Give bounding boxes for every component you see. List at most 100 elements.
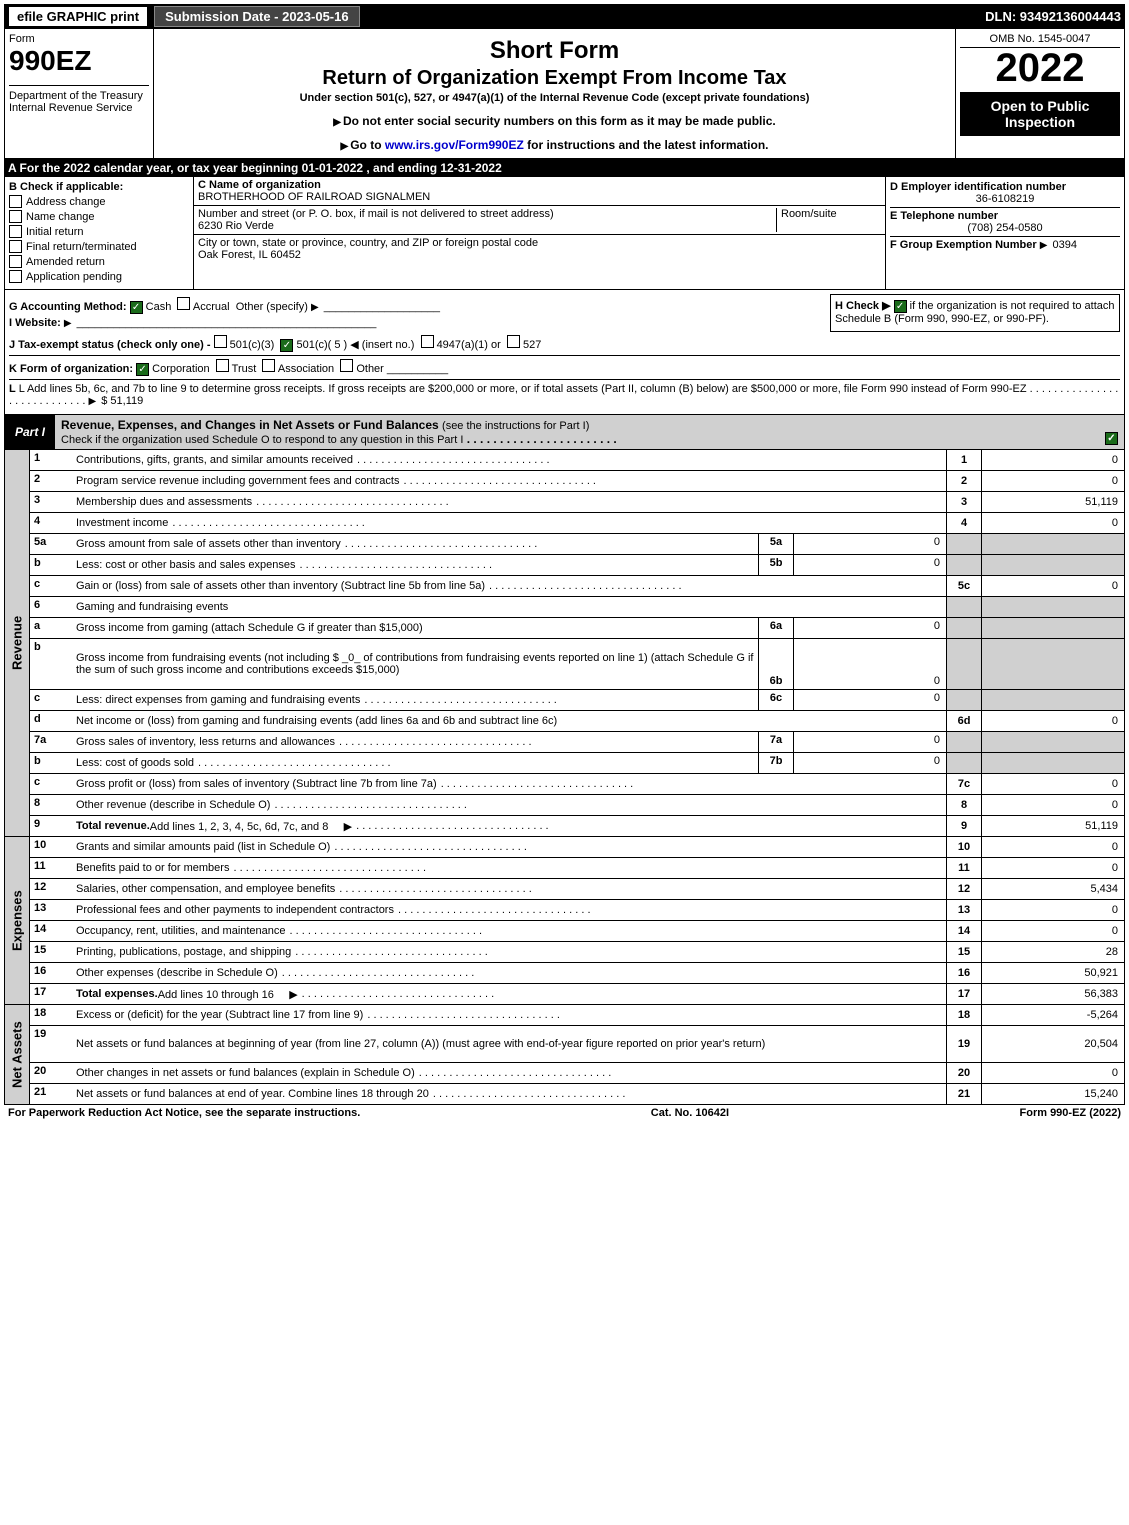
side-expenses: Expenses	[5, 837, 30, 1004]
cb-address-change[interactable]: Address change	[9, 195, 189, 208]
tel-label: E Telephone number	[890, 207, 1120, 222]
org-city-row: City or town, state or province, country…	[194, 235, 885, 263]
tel-value: (708) 254-0580	[890, 222, 1120, 234]
line-20: Other changes in net assets or fund bala…	[72, 1063, 946, 1083]
grp-value: 0394	[1053, 239, 1077, 251]
line-15: Printing, publications, postage, and shi…	[72, 942, 946, 962]
line-6c: Less: direct expenses from gaming and fu…	[72, 690, 758, 710]
line-9: Total revenue. Add lines 1, 2, 3, 4, 5c,…	[72, 816, 946, 836]
line-16: Other expenses (describe in Schedule O)	[72, 963, 946, 983]
row-l: L L Add lines 5b, 6c, and 7b to line 9 t…	[9, 379, 1120, 407]
org-name: BROTHERHOOD OF RAILROAD SIGNALMEN	[198, 191, 430, 203]
line-1: Contributions, gifts, grants, and simila…	[72, 450, 946, 470]
line-17: Total expenses. Add lines 10 through 16 …	[72, 984, 946, 1004]
cb-cash[interactable]	[130, 301, 143, 314]
cb-accrual[interactable]	[177, 297, 190, 310]
cb-schedule-b[interactable]	[894, 300, 907, 313]
line-7c: Gross profit or (loss) from sales of inv…	[72, 774, 946, 794]
part1-title: Revenue, Expenses, and Changes in Net As…	[55, 415, 1124, 449]
form-header: Form 990EZ Department of the TreasuryInt…	[4, 29, 1125, 159]
col-c: C Name of organization BROTHERHOOD OF RA…	[194, 177, 886, 289]
header-right: OMB No. 1545-0047 2022 Open to Public In…	[955, 29, 1124, 158]
cb-4947[interactable]	[421, 335, 434, 348]
line-14: Occupancy, rent, utilities, and maintena…	[72, 921, 946, 941]
line-7a: Gross sales of inventory, less returns a…	[72, 732, 758, 752]
line-6b: Gross income from fundraising events (no…	[72, 639, 758, 689]
cb-other[interactable]	[340, 359, 353, 372]
check-b-label: B Check if applicable:	[9, 181, 189, 193]
line-18: Excess or (deficit) for the year (Subtra…	[72, 1005, 946, 1025]
cb-association[interactable]	[262, 359, 275, 372]
submission-date: Submission Date - 2023-05-16	[154, 6, 360, 27]
org-city: Oak Forest, IL 60452	[198, 249, 301, 261]
cb-501c[interactable]	[280, 339, 293, 352]
cb-part1-schedule-o[interactable]	[1105, 432, 1118, 445]
col-d: D Employer identification number 36-6108…	[886, 177, 1124, 289]
dln: DLN: 93492136004443	[985, 9, 1121, 24]
line-8: Other revenue (describe in Schedule O)	[72, 795, 946, 815]
line-13: Professional fees and other payments to …	[72, 900, 946, 920]
row-g: G Accounting Method: Cash Accrual Other …	[9, 297, 830, 314]
dept-label: Department of the TreasuryInternal Reven…	[9, 85, 149, 114]
line-6d: Net income or (loss) from gaming and fun…	[72, 711, 946, 731]
cb-name-change[interactable]: Name change	[9, 210, 189, 223]
org-address: 6230 Rio Verde	[198, 220, 274, 232]
line-5b: Less: cost or other basis and sales expe…	[72, 555, 758, 575]
line-12: Salaries, other compensation, and employ…	[72, 879, 946, 899]
ein-value: 36-6108219	[890, 193, 1120, 205]
line-10: Grants and similar amounts paid (list in…	[72, 837, 946, 857]
line-6a: Gross income from gaming (attach Schedul…	[72, 618, 758, 638]
header-center: Short Form Return of Organization Exempt…	[154, 29, 955, 158]
line-11: Benefits paid to or for members	[72, 858, 946, 878]
header-note2: Go to www.irs.gov/Form990EZ for instruct…	[160, 138, 949, 152]
netassets-table: Net Assets 18Excess or (deficit) for the…	[4, 1005, 1125, 1105]
row-j: J Tax-exempt status (check only one) - 5…	[9, 335, 1120, 352]
expenses-table: Expenses 10Grants and similar amounts pa…	[4, 837, 1125, 1005]
cb-application-pending[interactable]: Application pending	[9, 270, 189, 283]
footer-left: For Paperwork Reduction Act Notice, see …	[8, 1107, 360, 1119]
col-b: B Check if applicable: Address change Na…	[5, 177, 194, 289]
line-2: Program service revenue including govern…	[72, 471, 946, 491]
line-6: Gaming and fundraising events	[72, 597, 946, 617]
grp-row: F Group Exemption Number 0394	[890, 236, 1120, 251]
line-4: Investment income	[72, 513, 946, 533]
line-19: Net assets or fund balances at beginning…	[72, 1026, 946, 1062]
line-5c: Gain or (loss) from sale of assets other…	[72, 576, 946, 596]
cb-trust[interactable]	[216, 359, 229, 372]
cb-corporation[interactable]	[136, 363, 149, 376]
form-number: 990EZ	[9, 45, 149, 77]
title-return: Return of Organization Exempt From Incom…	[160, 67, 949, 90]
title-short-form: Short Form	[160, 37, 949, 65]
form-label: Form	[9, 33, 149, 45]
irs-link[interactable]: www.irs.gov/Form990EZ	[385, 138, 524, 152]
room-suite: Room/suite	[776, 208, 881, 232]
org-name-row: C Name of organization BROTHERHOOD OF RA…	[194, 177, 885, 206]
side-netassets: Net Assets	[5, 1005, 30, 1104]
part1-label: Part I	[5, 422, 55, 442]
row-i: I Website: _____________________________…	[9, 317, 830, 329]
top-bar: efile GRAPHIC print Submission Date - 20…	[4, 4, 1125, 29]
row-k: K Form of organization: Corporation Trus…	[9, 355, 1120, 376]
footer: For Paperwork Reduction Act Notice, see …	[4, 1105, 1125, 1121]
footer-right: Form 990-EZ (2022)	[1020, 1107, 1122, 1119]
org-addr-row: Number and street (or P. O. box, if mail…	[194, 206, 885, 235]
mid-section: G Accounting Method: Cash Accrual Other …	[4, 290, 1125, 415]
cb-501c3[interactable]	[214, 335, 227, 348]
revenue-table: Revenue 1Contributions, gifts, grants, a…	[4, 450, 1125, 837]
cb-amended-return[interactable]: Amended return	[9, 255, 189, 268]
ein-label: D Employer identification number	[890, 181, 1120, 193]
footer-mid: Cat. No. 10642I	[651, 1107, 729, 1119]
cb-final-return[interactable]: Final return/terminated	[9, 240, 189, 253]
cb-initial-return[interactable]: Initial return	[9, 225, 189, 238]
efile-print-button[interactable]: efile GRAPHIC print	[8, 6, 148, 27]
line-5a: Gross amount from sale of assets other t…	[72, 534, 758, 554]
line-7b: Less: cost of goods sold	[72, 753, 758, 773]
l-value: $ 51,119	[101, 395, 143, 407]
part1-header: Part I Revenue, Expenses, and Changes in…	[4, 415, 1125, 450]
side-revenue: Revenue	[5, 450, 30, 836]
line-3: Membership dues and assessments	[72, 492, 946, 512]
info-grid: B Check if applicable: Address change Na…	[4, 177, 1125, 290]
cb-527[interactable]	[507, 335, 520, 348]
header-left: Form 990EZ Department of the TreasuryInt…	[5, 29, 154, 158]
header-note1: Do not enter social security numbers on …	[160, 114, 949, 128]
